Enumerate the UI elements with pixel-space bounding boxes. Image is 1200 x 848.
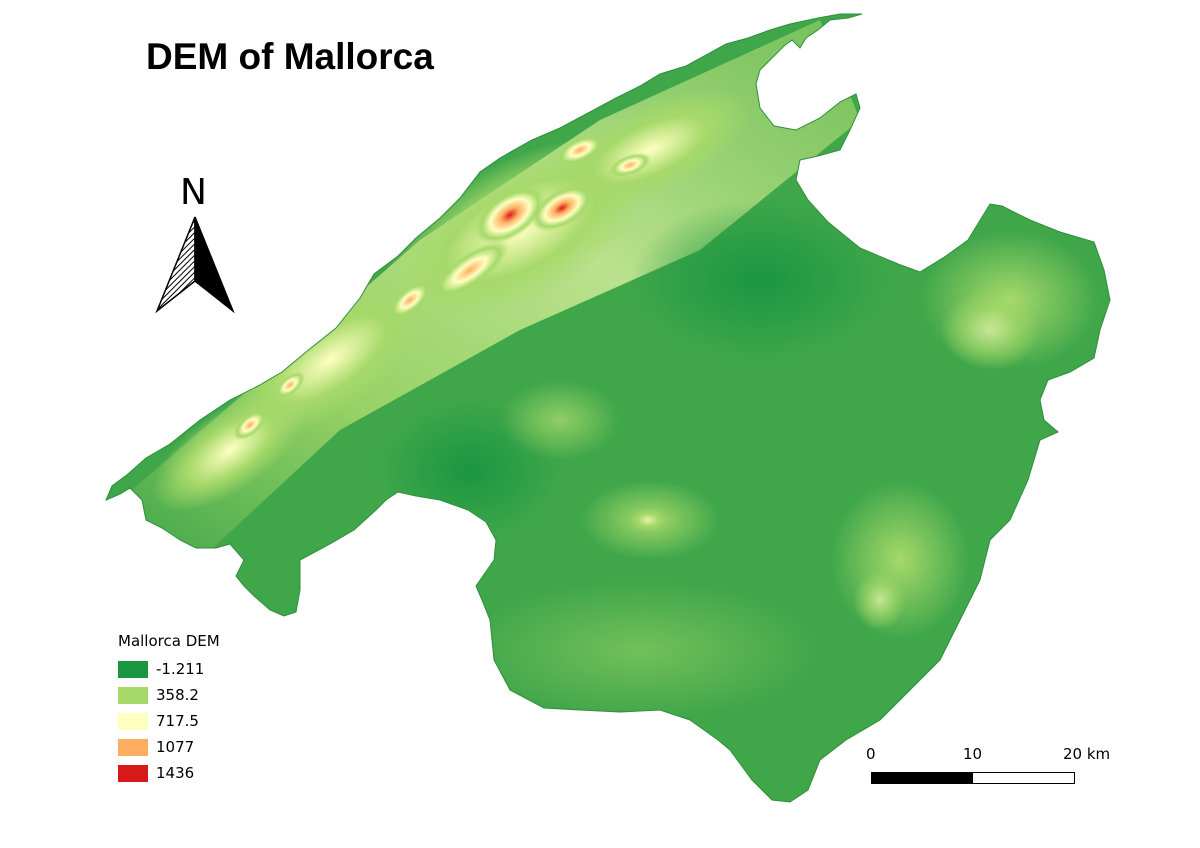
north-arrow-icon [155, 216, 235, 313]
scale-bar: 0 10 20 km [866, 745, 1126, 795]
legend-label: 717.5 [156, 712, 199, 730]
central-hill-2 [628, 508, 668, 532]
legend-item: 1436 [118, 760, 268, 786]
island-outline [105, 13, 1111, 803]
legend-label: -1.211 [156, 660, 205, 678]
peak-2 [531, 184, 593, 232]
legend-swatch [118, 738, 148, 756]
legend-label: 1077 [156, 738, 195, 756]
scale-segment-white [972, 772, 1075, 784]
central-plain [630, 200, 890, 360]
peak-8 [275, 371, 305, 399]
legend-swatch [118, 764, 148, 782]
south-plain [460, 580, 820, 720]
legend-swatch [118, 712, 148, 730]
legend-label: 358.2 [156, 686, 199, 704]
legend-item: 1077 [118, 734, 268, 760]
legend-label: 1436 [156, 764, 195, 782]
peak-4 [388, 280, 432, 320]
scale-label-0: 0 [866, 745, 876, 763]
legend-item: 717.5 [118, 708, 268, 734]
east-hills-4 [854, 570, 906, 630]
legend-items: -1.211 358.2 717.5 1077 1436 [118, 656, 268, 786]
ridge-glow-4 [548, 88, 752, 212]
east-hills-2 [940, 290, 1040, 370]
scale-label-20: 20 km [1063, 745, 1111, 763]
peak-7 [233, 410, 267, 440]
central-hill-3 [500, 380, 620, 460]
north-label: N [180, 172, 207, 213]
legend-swatch [118, 686, 148, 704]
legend-swatch [118, 660, 148, 678]
scale-label-10: 10 [963, 745, 983, 763]
legend-item: -1.211 [118, 656, 268, 682]
peak-3 [431, 240, 509, 300]
map-title: DEM of Mallorca [146, 36, 434, 77]
legend-title: Mallorca DEM [118, 632, 220, 650]
ridge-glow-3 [152, 388, 308, 512]
legend-item: 358.2 [118, 682, 268, 708]
scale-segment-black [871, 772, 974, 784]
peak-5 [609, 152, 651, 178]
legend: Mallorca DEM -1.211 358.2 717.5 1077 143… [118, 632, 268, 782]
peak-6 [555, 134, 605, 166]
peak-puig-major [474, 185, 546, 245]
